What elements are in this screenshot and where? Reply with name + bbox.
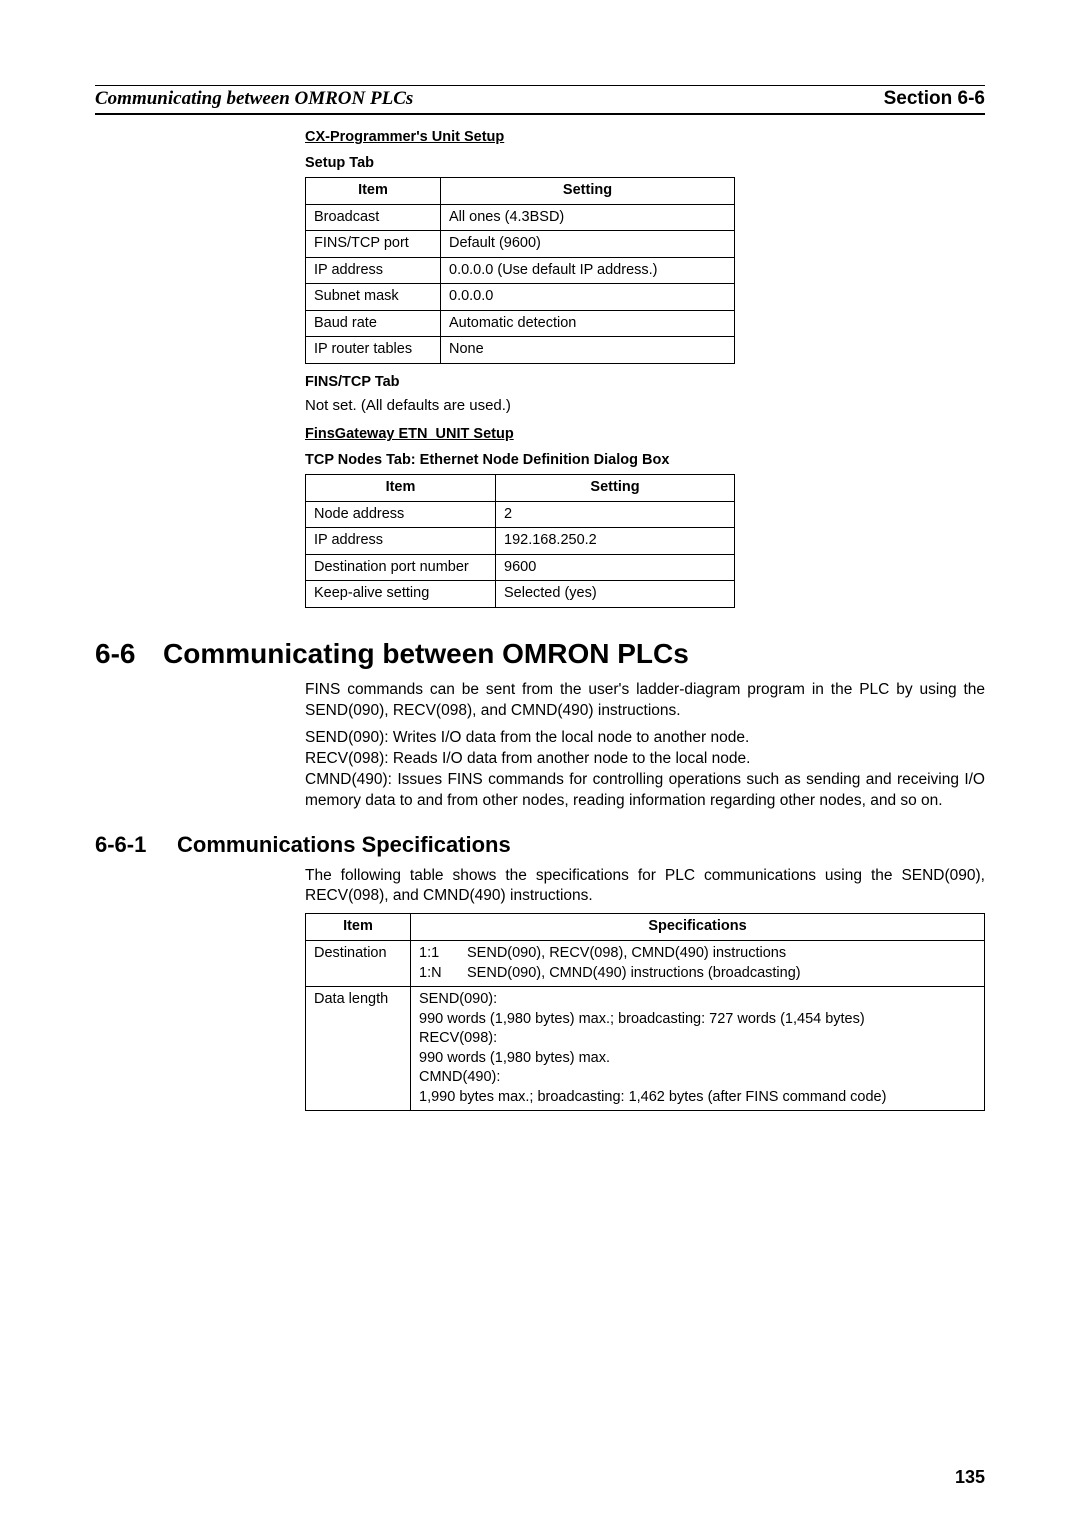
tcp-nodes-subtitle: TCP Nodes Tab: Ethernet Node Definition … xyxy=(305,452,985,468)
table-header: Specifications xyxy=(411,914,985,941)
table-header: Item xyxy=(306,914,411,941)
table-header: Setting xyxy=(496,475,735,502)
upper-content: CX-Programmer's Unit Setup Setup Tab Ite… xyxy=(305,129,985,608)
table-cell: 192.168.250.2 xyxy=(496,528,735,555)
page-number: 135 xyxy=(955,1467,985,1488)
spec-val: SEND(090), RECV(098), CMND(490) instruct… xyxy=(467,944,976,964)
body-paragraph: FINS commands can be sent from the user'… xyxy=(305,680,985,722)
table-cell: IP address xyxy=(306,257,441,284)
section-6-6-1-body: The following table shows the specificat… xyxy=(305,866,985,1112)
spec-val: SEND(090), CMND(490) instructions (broad… xyxy=(467,964,976,984)
finsgateway-title: FinsGateway ETN_UNIT Setup xyxy=(305,426,985,442)
table-cell: All ones (4.3BSD) xyxy=(441,204,735,231)
body-paragraph: SEND(090): Writes I/O data from the loca… xyxy=(305,728,985,812)
specifications-table: Item Specifications Destination 1:1 SEND… xyxy=(305,913,985,1111)
table-cell: IP address xyxy=(306,528,496,555)
table-cell: Broadcast xyxy=(306,204,441,231)
spec-key: 1:1 xyxy=(419,944,467,964)
header-title-right: Section 6-6 xyxy=(884,88,985,110)
section-heading-6-6: 6-6Communicating between OMRON PLCs xyxy=(95,638,985,670)
table-header: Item xyxy=(306,178,441,205)
fins-tcp-text: Not set. (All defaults are used.) xyxy=(305,396,985,416)
table-cell: Destination port number xyxy=(306,554,496,581)
table-cell: Automatic detection xyxy=(441,310,735,337)
section-number: 6-6 xyxy=(95,638,163,670)
subsection-number: 6-6-1 xyxy=(95,832,177,858)
body-line: RECV(098): Reads I/O data from another n… xyxy=(305,750,750,767)
table-cell: Destination xyxy=(306,940,411,986)
table-cell: Data length xyxy=(306,987,411,1111)
table-cell: 0.0.0.0 (Use default IP address.) xyxy=(441,257,735,284)
table-cell: FINS/TCP port xyxy=(306,231,441,258)
spec-line: 990 words (1,980 bytes) max.; broadcasti… xyxy=(419,1011,865,1027)
table-header: Item xyxy=(306,475,496,502)
header-section-label: Section xyxy=(884,88,953,109)
tcp-nodes-table: Item Setting Node address2 IP address192… xyxy=(305,474,735,608)
body-line: SEND(090): Writes I/O data from the loca… xyxy=(305,729,749,746)
page-header: Communicating between OMRON PLCs Section… xyxy=(95,85,985,115)
body-line: CMND(490): Issues FINS commands for cont… xyxy=(305,771,985,809)
spec-line: RECV(098): xyxy=(419,1030,497,1046)
page: Communicating between OMRON PLCs Section… xyxy=(0,0,1080,1528)
table-cell: Subnet mask xyxy=(306,284,441,311)
table-cell: IP router tables xyxy=(306,337,441,364)
subsection-title: Communications Specifications xyxy=(177,832,511,857)
setup-tab-subtitle: Setup Tab xyxy=(305,155,985,171)
spec-line: CMND(490): xyxy=(419,1069,500,1085)
header-title-left: Communicating between OMRON PLCs xyxy=(95,88,413,110)
section-heading-6-6-1: 6-6-1Communications Specifications xyxy=(95,832,985,858)
spec-key: 1:N xyxy=(419,964,467,984)
table-cell: Keep-alive setting xyxy=(306,581,496,608)
table-cell: 1:1 SEND(090), RECV(098), CMND(490) inst… xyxy=(411,940,985,986)
spec-line: 1,990 bytes max.; broadcasting: 1,462 by… xyxy=(419,1089,886,1105)
table-cell: Default (9600) xyxy=(441,231,735,258)
fins-tcp-tab-title: FINS/TCP Tab xyxy=(305,374,985,390)
header-section-num: 6-6 xyxy=(958,88,985,109)
body-paragraph: The following table shows the specificat… xyxy=(305,866,985,908)
table-cell: 2 xyxy=(496,501,735,528)
table-cell: Selected (yes) xyxy=(496,581,735,608)
table-cell: 0.0.0.0 xyxy=(441,284,735,311)
section-6-6-body: FINS commands can be sent from the user'… xyxy=(305,680,985,812)
setup-tab-table: Item Setting BroadcastAll ones (4.3BSD) … xyxy=(305,177,735,364)
table-cell: SEND(090): 990 words (1,980 bytes) max.;… xyxy=(411,987,985,1111)
spec-line: SEND(090): xyxy=(419,991,497,1007)
table-cell: Baud rate xyxy=(306,310,441,337)
spec-line: 990 words (1,980 bytes) max. xyxy=(419,1050,610,1066)
table-cell: None xyxy=(441,337,735,364)
cx-programmer-title: CX-Programmer's Unit Setup xyxy=(305,129,985,145)
table-cell: 9600 xyxy=(496,554,735,581)
section-title: Communicating between OMRON PLCs xyxy=(163,638,689,669)
table-cell: Node address xyxy=(306,501,496,528)
table-header: Setting xyxy=(441,178,735,205)
